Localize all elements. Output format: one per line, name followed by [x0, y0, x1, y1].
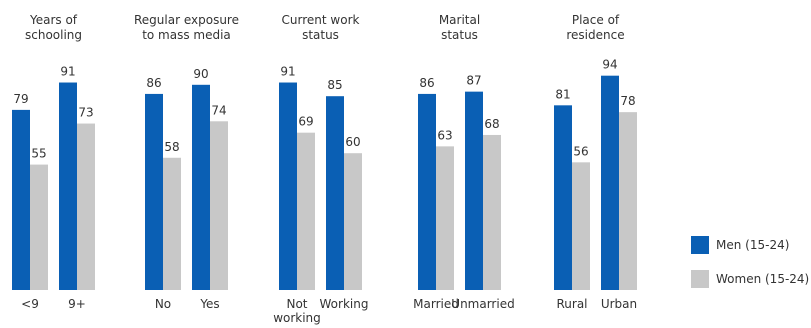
category-label: Unmarried — [451, 297, 514, 311]
bar-women — [30, 164, 48, 290]
data-label: 91 — [60, 65, 75, 79]
group-title: status — [302, 28, 339, 42]
bar-women — [436, 146, 454, 290]
category-label: Urban — [601, 297, 637, 311]
data-label: 55 — [31, 147, 46, 161]
category-label: No — [155, 297, 171, 311]
bar-men — [326, 96, 344, 290]
data-label: 68 — [484, 117, 499, 131]
legend-swatch-men — [691, 236, 709, 254]
group-title: to mass media — [142, 28, 231, 42]
legend-item-men: Men (15-24) — [691, 236, 809, 254]
data-label: 73 — [78, 106, 93, 120]
group-title: schooling — [25, 28, 82, 42]
data-label: 87 — [466, 74, 481, 88]
bar-women — [572, 162, 590, 290]
data-label: 91 — [280, 65, 295, 79]
category-label: <9 — [21, 297, 39, 311]
data-label: 78 — [620, 94, 635, 108]
group-title: status — [441, 28, 478, 42]
group-title: Current work — [282, 13, 360, 27]
group-title: residence — [566, 28, 624, 42]
bar-women — [210, 121, 228, 290]
group-title: Marital — [439, 13, 480, 27]
legend-label-women: Women (15-24) — [716, 272, 810, 286]
data-label: 94 — [602, 58, 617, 72]
bar-men — [59, 82, 77, 291]
legend-item-women: Women (15-24) — [691, 270, 809, 288]
bar-women — [297, 132, 315, 290]
data-label: 79 — [13, 92, 28, 106]
category-label: Working — [320, 297, 369, 311]
bar-women — [619, 112, 637, 290]
category-label: Rural — [556, 297, 587, 311]
bar-men — [465, 91, 483, 290]
bar-men — [418, 93, 436, 290]
bar-men — [145, 93, 163, 290]
data-label: 58 — [164, 140, 179, 154]
category-label: Not — [286, 297, 307, 311]
bar-women — [163, 157, 181, 290]
bar-women — [483, 134, 501, 290]
category-label: working — [273, 311, 321, 325]
bar-men — [192, 84, 210, 290]
bar-men — [279, 82, 297, 291]
category-label: Yes — [199, 297, 219, 311]
data-label: 86 — [419, 76, 434, 90]
legend-label-men: Men (15-24) — [716, 238, 790, 252]
data-label: 56 — [573, 144, 588, 158]
data-label: 63 — [437, 128, 452, 142]
category-label: Married — [413, 297, 459, 311]
bar-women — [344, 153, 362, 290]
data-label: 90 — [193, 67, 208, 81]
bar-men — [554, 105, 572, 290]
group-title: Years of — [29, 13, 78, 27]
data-label: 85 — [327, 78, 342, 92]
data-label: 86 — [146, 76, 161, 90]
data-label: 69 — [298, 115, 313, 129]
legend: Men (15-24) Women (15-24) — [691, 236, 809, 304]
data-label: 74 — [211, 103, 226, 117]
bar-men — [12, 109, 30, 290]
group-title: Regular exposure — [134, 13, 239, 27]
data-label: 81 — [555, 87, 570, 101]
bar-men — [601, 75, 619, 291]
data-label: 60 — [345, 135, 360, 149]
category-label: 9+ — [68, 297, 86, 311]
bar-women — [77, 123, 95, 290]
legend-swatch-women — [691, 270, 709, 288]
group-title: Place of — [572, 13, 620, 27]
